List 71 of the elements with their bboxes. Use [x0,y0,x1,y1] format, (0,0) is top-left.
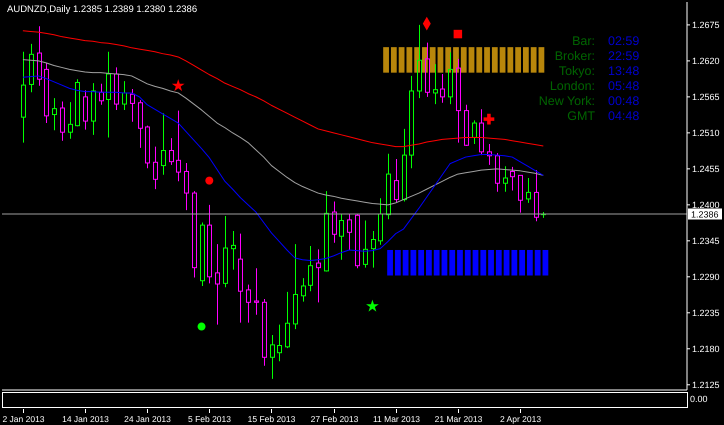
x-tick-label: 2 Apr 2013 [500,414,542,424]
candlestick [262,298,267,366]
candlestick [60,100,65,142]
annotation: Broker: 22:59 [554,49,640,64]
point [198,322,206,331]
candlestick [448,52,453,105]
candlestick [270,334,275,380]
candlestick [456,58,461,144]
x-tick-label: 15 Feb 2013 [248,414,296,424]
candlestick [316,248,321,303]
candlestick [409,75,414,169]
candlestick [231,230,236,270]
candlestick [106,51,111,138]
x-tick-label: 11 Mar 2013 [372,414,420,424]
x-tick-label: 14 Jan 2013 [62,414,110,424]
annotation: GMT 04:48 [567,109,640,124]
candlestick [246,284,251,324]
candlestick [68,102,73,140]
candlestick [433,64,438,105]
ref-line-label: 1.2386 [691,209,719,220]
x-tick-label: 21 Mar 2013 [434,414,483,424]
candlestick [21,51,26,144]
candlestick [215,244,220,326]
candlestick [277,324,282,362]
annotation: Bar: 02:59 [572,34,640,49]
point [205,176,214,185]
candlestick [503,166,508,192]
annotation: New York: 00:48 [538,94,640,109]
candlestick [52,98,57,131]
y-tick-label: 1.2345 [692,236,720,246]
y-tick-label: 1.2675 [692,20,720,30]
point [172,79,185,92]
y-tick-label: 1.2565 [692,92,720,102]
text: 0.00 [690,394,708,405]
candlestick [332,201,337,244]
x-tick-label: 27 Feb 2013 [310,414,359,424]
chart-title: AUDNZD,Daily 1.2385 1.2389 1.2380 1.2386 [7,4,198,16]
x-tick-label: 24 Jan 2013 [124,414,172,424]
candlestick [176,110,181,182]
candlestick [153,146,158,190]
candlestick [29,43,34,93]
point [366,300,379,312]
candlestick [138,100,143,148]
candlestick [114,66,119,110]
annotation: Tokyo: 13:48 [558,64,640,79]
candlestick [207,204,212,284]
y-tick-label: 1.2125 [692,380,720,390]
y-tick-label: 1.2455 [692,164,720,174]
y-tick-label: 1.2620 [692,56,720,66]
point [484,114,494,124]
candlestick [122,80,127,110]
y-tick-label: 1.2510 [692,128,720,138]
x-tick-label: 5 Feb 2013 [188,414,232,424]
annotation: London: 05:48 [550,79,640,94]
y-tick-label: 1.2290 [692,272,720,282]
candlestick [487,143,492,166]
candlestick [440,73,445,104]
candlestick [254,268,259,316]
candlestick [417,24,422,99]
candlestick [184,162,189,211]
point [454,30,462,38]
candlestick [371,230,376,268]
y-tick-label: 1.2400 [692,200,720,210]
y-tick-label: 1.2235 [692,308,720,318]
x-tick-label: 2 Jan 2013 [2,414,45,424]
candlestick [91,82,96,136]
candlestick [161,112,166,176]
candlestick [238,233,243,324]
candlestick [169,138,174,166]
y-tick-label: 1.2180 [692,344,720,354]
candlestick [37,26,42,86]
